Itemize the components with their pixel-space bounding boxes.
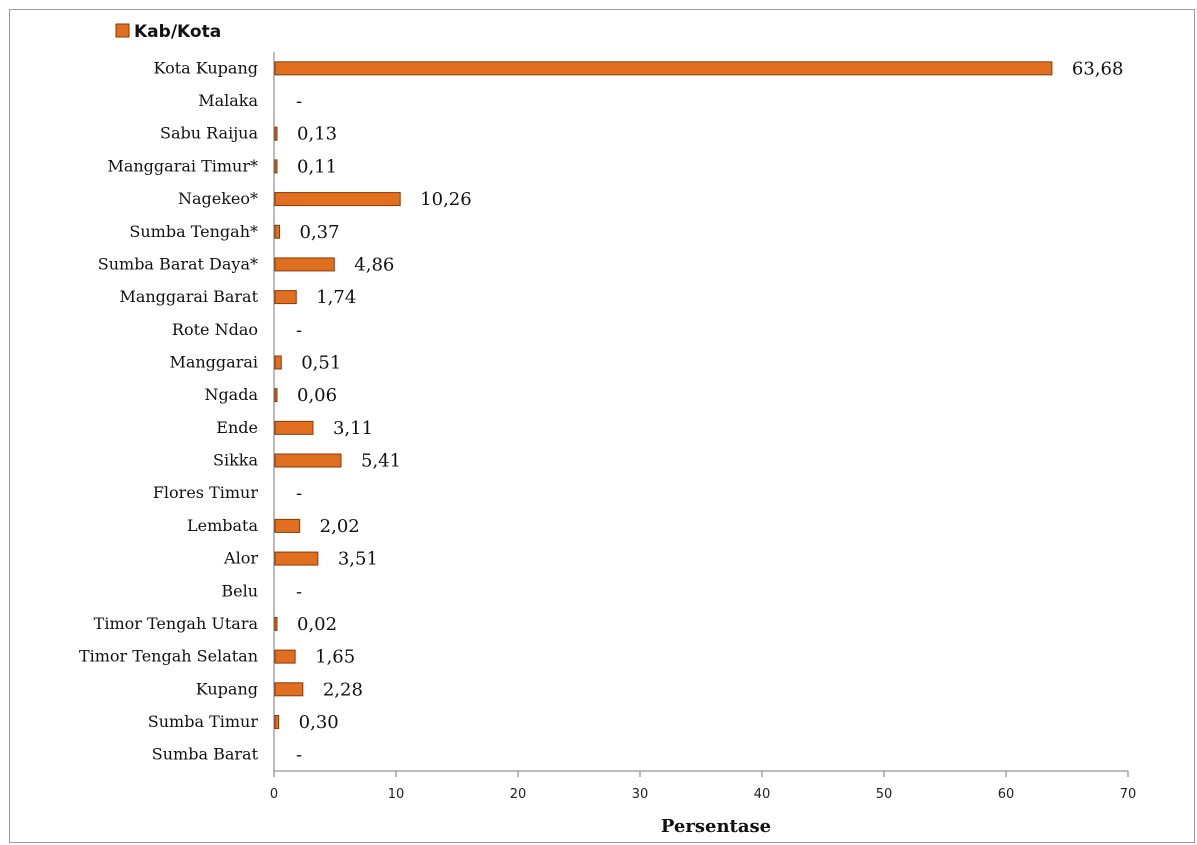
category-label: Sikka — [213, 451, 258, 470]
value-label: - — [296, 91, 302, 112]
value-label: 0,02 — [297, 614, 337, 635]
category-label: Kota Kupang — [154, 58, 258, 77]
legend-label: Kab/Kota — [134, 22, 221, 42]
bar — [274, 420, 314, 435]
bar — [274, 192, 401, 207]
x-tick-label: 40 — [754, 787, 771, 802]
category-label: Ende — [216, 418, 258, 437]
bar — [274, 551, 319, 566]
bar — [274, 453, 342, 468]
chart-frame — [9, 9, 1195, 843]
x-tick-label: 0 — [270, 787, 278, 802]
axes — [273, 52, 1128, 772]
bar — [274, 616, 278, 631]
x-axis-title: Persentase — [661, 816, 771, 837]
bar — [274, 518, 301, 533]
value-label: 4,86 — [354, 254, 394, 275]
bar — [274, 290, 297, 305]
value-label: 0,51 — [301, 352, 341, 373]
category-labels: Kota Kupang Malaka Sabu Raijua Manggarai Ti… — [79, 58, 259, 763]
category-label: Lembata — [187, 516, 258, 535]
category-label: Sumba Barat Daya* — [98, 254, 258, 273]
category-label: Alor — [223, 549, 258, 568]
value-label: 10,26 — [420, 189, 472, 210]
value-label: 0,37 — [300, 222, 340, 243]
x-tick-label: 70 — [1120, 787, 1137, 802]
bar — [274, 257, 335, 272]
bar — [274, 682, 304, 697]
category-label: Timor Tengah Selatan — [79, 647, 258, 666]
value-label: 63,68 — [1072, 58, 1124, 79]
bar — [274, 649, 296, 664]
x-tick-label: 30 — [632, 787, 649, 802]
category-label: Nagekeo* — [178, 189, 258, 208]
legend: Kab/Kota — [115, 22, 221, 42]
bar — [274, 355, 282, 370]
value-label: 0,13 — [297, 124, 337, 145]
category-label: Sabu Raijua — [160, 124, 258, 143]
category-label: Timor Tengah Utara — [94, 614, 259, 633]
bar — [274, 714, 280, 729]
legend-swatch — [115, 23, 130, 38]
category-label: Manggarai — [169, 352, 258, 371]
value-label: 1,65 — [315, 647, 355, 668]
value-label: - — [296, 320, 302, 341]
category-label: Belu — [221, 581, 258, 600]
category-label: Sumba Tengah* — [129, 222, 258, 241]
category-label: Rote Ndao — [172, 320, 258, 339]
category-label: Manggarai Barat — [119, 287, 258, 306]
value-label: 0,06 — [297, 385, 337, 406]
value-label: 3,11 — [333, 418, 373, 439]
bar — [274, 224, 281, 239]
bar — [274, 61, 1053, 76]
value-label: 2,02 — [320, 516, 360, 537]
category-label: Manggarai Timur* — [107, 156, 258, 175]
bar — [274, 159, 278, 174]
value-label: 1,74 — [316, 287, 356, 308]
value-label: - — [296, 581, 302, 602]
x-tick-label: 50 — [876, 787, 893, 802]
x-ticks: 0 10 20 30 40 50 60 70 — [270, 771, 1136, 802]
value-label: 2,28 — [323, 679, 363, 700]
x-tick-label: 60 — [998, 787, 1015, 802]
value-label: 0,11 — [297, 156, 337, 177]
bar — [274, 388, 278, 403]
category-label: Sumba Barat — [152, 745, 259, 764]
category-label: Malaka — [198, 91, 258, 110]
category-label: Kupang — [196, 679, 258, 698]
value-labels: 63,68-0,130,1110,260,374,861,74-0,510,06… — [296, 58, 1123, 765]
value-label: 0,30 — [299, 712, 339, 733]
bars — [274, 61, 1053, 729]
category-label: Flores Timur — [153, 483, 259, 502]
category-label: Ngada — [204, 385, 258, 404]
value-label: 3,51 — [338, 549, 378, 570]
value-label: - — [296, 745, 302, 766]
bar — [274, 126, 278, 141]
x-tick-label: 10 — [388, 787, 405, 802]
category-label: Sumba Timur — [148, 712, 259, 731]
value-label: 5,41 — [361, 451, 401, 472]
value-label: - — [296, 483, 302, 504]
x-tick-label: 20 — [510, 787, 527, 802]
